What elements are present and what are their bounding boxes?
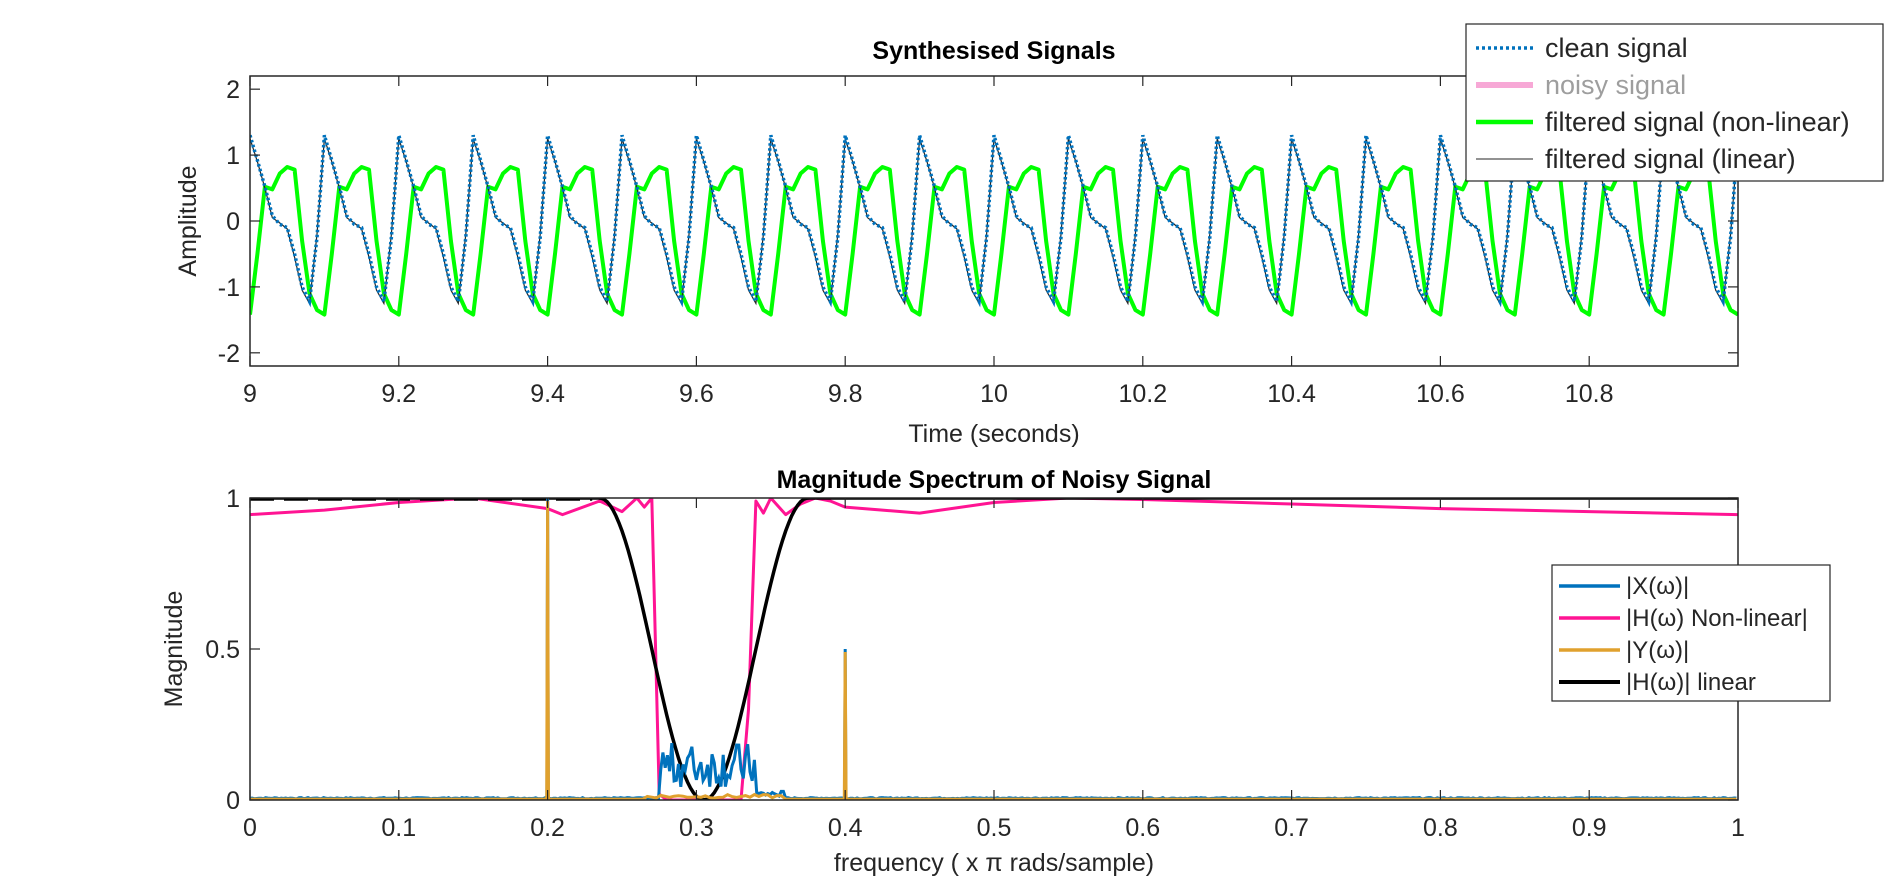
y-tick-label-top: 1 bbox=[226, 142, 240, 170]
y-axis-label-top: Amplitude bbox=[174, 165, 202, 276]
series-clean-signal bbox=[250, 134, 1738, 308]
top-ticks: 9 9.2 9.4 9.6 9.8 10 10.2 10.4 10.6 10.8 -2 -1 0 1 2 bbox=[218, 76, 1738, 408]
series-H-nonlinear bbox=[250, 498, 1738, 800]
x-tick-label-bottom: 1 bbox=[1731, 814, 1745, 842]
y-tick-label-bottom: 0.5 bbox=[205, 636, 240, 664]
x-axis-label-bottom: frequency ( x π rads/sample) bbox=[834, 849, 1154, 877]
x-tick-label-bottom: 0 bbox=[243, 814, 257, 842]
y-axis-label-bottom: Magnitude bbox=[160, 591, 188, 708]
x-tick-label-bottom: 0.4 bbox=[828, 814, 863, 842]
y-tick-label-bottom: 0 bbox=[226, 787, 240, 815]
x-tick-label-top: 10.8 bbox=[1565, 380, 1614, 408]
x-tick-label-bottom: 0.3 bbox=[679, 814, 714, 842]
x-tick-label-bottom: 0.5 bbox=[977, 814, 1012, 842]
legend-label-Hnl: |H(ω) Non-linear| bbox=[1626, 605, 1808, 632]
x-tick-label-bottom: 0.7 bbox=[1274, 814, 1309, 842]
y-tick-label-top: -1 bbox=[218, 274, 240, 302]
legend-label-linear: filtered signal (linear) bbox=[1545, 144, 1796, 174]
legend-top: clean signal noisy signal filtered signa… bbox=[1465, 23, 1884, 182]
chart-title-top: Synthesised Signals bbox=[872, 37, 1115, 65]
axes-bottom: 0 0.1 0.2 0.3 0.4 0.5 0.6 0.7 0.8 0.9 1 0 0.5 1 Magni… bbox=[160, 466, 1745, 877]
series-Y bbox=[250, 500, 1737, 800]
legend-label-Y: |Y(ω)| bbox=[1626, 637, 1689, 664]
top-series-group bbox=[250, 134, 1738, 317]
y-tick-label-top: 2 bbox=[226, 76, 240, 104]
x-tick-label-bottom: 0.8 bbox=[1423, 814, 1458, 842]
x-axis-label-top: Time (seconds) bbox=[908, 420, 1079, 448]
x-tick-label-top: 10 bbox=[980, 380, 1008, 408]
y-tick-label-top: -2 bbox=[218, 340, 240, 368]
x-tick-label-top: 9.8 bbox=[828, 380, 863, 408]
legend-top-box bbox=[1465, 23, 1884, 182]
x-tick-label-bottom: 0.2 bbox=[530, 814, 565, 842]
legend-label-noisy: noisy signal bbox=[1545, 70, 1686, 100]
x-tick-label-top: 9 bbox=[243, 380, 257, 408]
series-filtered-nonlinear bbox=[250, 165, 1738, 317]
x-tick-label-top: 9.2 bbox=[381, 380, 416, 408]
x-tick-label-bottom: 0.6 bbox=[1125, 814, 1160, 842]
legend-label-Hlin: |H(ω)| linear bbox=[1626, 669, 1756, 696]
y-tick-label-top: 0 bbox=[226, 208, 240, 236]
legend-label-nonlinear: filtered signal (non-linear) bbox=[1545, 107, 1850, 137]
x-tick-label-bottom: 0.9 bbox=[1572, 814, 1607, 842]
x-tick-label-top: 10.2 bbox=[1118, 380, 1167, 408]
bottom-ticks: 0 0.1 0.2 0.3 0.4 0.5 0.6 0.7 0.8 0.9 1 0 0.5 1 bbox=[205, 485, 1745, 842]
legend-bottom: |X(ω)| |H(ω) Non-linear| |Y(ω)| |H(ω)| l… bbox=[1551, 564, 1831, 702]
plot-area-bottom bbox=[250, 498, 1738, 800]
x-tick-label-top: 10.6 bbox=[1416, 380, 1465, 408]
legend-label-clean: clean signal bbox=[1545, 33, 1688, 63]
legend-label-X: |X(ω)| bbox=[1626, 573, 1689, 600]
x-tick-label-top: 10.4 bbox=[1267, 380, 1316, 408]
chart-title-bottom: Magnitude Spectrum of Noisy Signal bbox=[777, 466, 1212, 494]
x-tick-label-top: 9.6 bbox=[679, 380, 714, 408]
bottom-series-group bbox=[250, 498, 1738, 800]
y-tick-label-bottom: 1 bbox=[226, 485, 240, 513]
x-tick-label-top: 9.4 bbox=[530, 380, 565, 408]
x-tick-label-bottom: 0.1 bbox=[381, 814, 416, 842]
